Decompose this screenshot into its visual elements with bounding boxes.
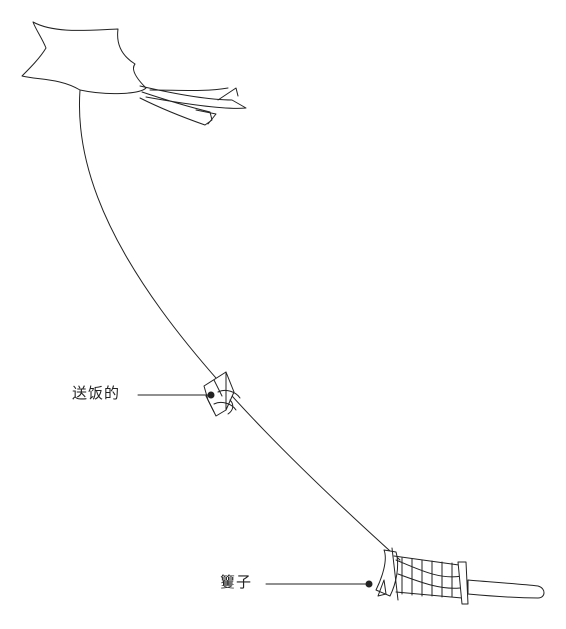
messenger-marker-dot (207, 391, 215, 399)
kite-string (78, 89, 401, 561)
reel-marker-dot (365, 580, 373, 588)
messenger-device (203, 371, 241, 417)
reel-device (375, 547, 545, 605)
kite-tail (139, 85, 247, 126)
messenger-label: 送饭的 (72, 384, 121, 402)
reel-label: 籰子 (220, 573, 253, 591)
kite-body (21, 21, 147, 95)
